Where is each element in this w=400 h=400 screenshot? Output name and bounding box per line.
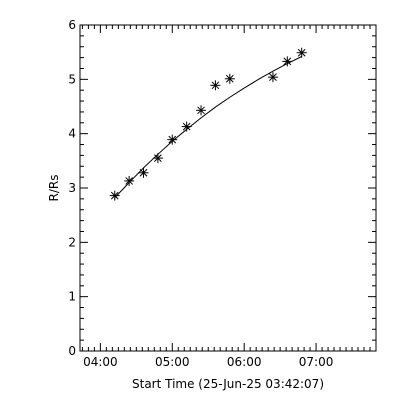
- x-axis-label: Start Time (25-Jun-25 03:42:07): [132, 377, 324, 391]
- y-tick-label: 3: [68, 181, 76, 195]
- y-tick-label: 0: [68, 344, 76, 358]
- axis-ticks: 04:00 05:00 06:00 07:00 0 1 2 3 4 5 6: [68, 18, 377, 369]
- y-tick-label: 2: [68, 235, 76, 249]
- data-point: [109, 190, 120, 201]
- y-axis-label: R/Rs: [47, 175, 61, 202]
- y-tick-label: 5: [68, 72, 76, 86]
- data-point: [152, 153, 163, 164]
- x-tick-label: 07:00: [299, 355, 334, 369]
- data-point: [196, 105, 207, 116]
- data-point: [167, 134, 178, 145]
- data-point: [181, 121, 192, 132]
- y-tick-label: 4: [68, 127, 76, 141]
- data-point: [138, 167, 149, 178]
- data-point: [210, 80, 221, 91]
- data-point: [296, 47, 307, 58]
- data-points: [109, 47, 307, 201]
- fit-line: [114, 56, 302, 199]
- x-tick-label: 06:00: [227, 355, 262, 369]
- fit-line-group: [114, 56, 302, 199]
- data-point: [267, 72, 278, 83]
- y-tick-label: 1: [68, 290, 76, 304]
- y-tick-label: 6: [68, 18, 76, 32]
- data-point: [224, 73, 235, 84]
- data-point: [282, 56, 293, 67]
- x-tick-label: 05:00: [155, 355, 190, 369]
- x-tick-label: 04:00: [83, 355, 118, 369]
- data-point: [124, 175, 135, 186]
